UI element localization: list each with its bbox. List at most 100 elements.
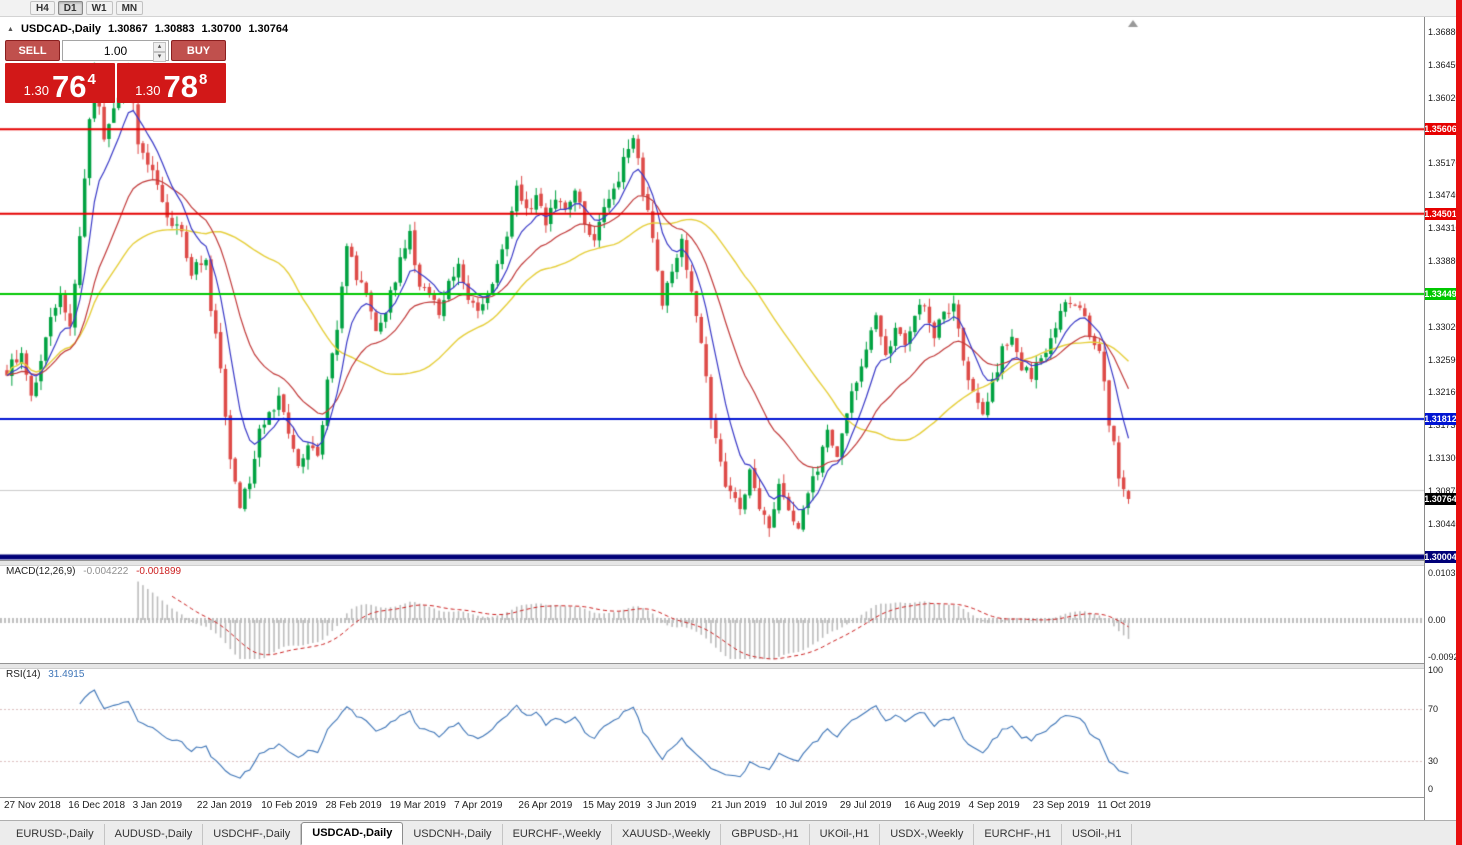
price-tick-label: 1.33880	[1428, 256, 1461, 267]
volume-up-icon[interactable]: ▴	[153, 42, 166, 52]
chart-canvas[interactable]	[0, 17, 1424, 798]
chart-tab-usdx-weekly[interactable]: USDX-,Weekly	[880, 824, 975, 845]
chart-symbol-icon: ▲	[7, 25, 14, 33]
sell-price-panel[interactable]: 1.30 76 4	[5, 63, 115, 103]
date-label: 3 Jan 2019	[132, 800, 183, 811]
date-label: 10 Jul 2019	[775, 800, 828, 811]
price-level-label-1-31812: 1.31812	[1424, 412, 1457, 425]
date-label: 21 Jun 2019	[711, 800, 767, 811]
price-level-label-1-35606: 1.35606	[1424, 123, 1457, 136]
chart-tab-gbpusd-h1[interactable]: GBPUSD-,H1	[721, 824, 810, 845]
ohlc-open: 1.30867	[108, 23, 148, 35]
timeframe-button-mn[interactable]: MN	[115, 1, 144, 15]
price-level-label-1-33449: 1.33449	[1424, 287, 1457, 300]
chart-tab-ukoil-h1[interactable]: UKOil-,H1	[810, 824, 881, 845]
timeframe-button-d1[interactable]: D1	[57, 1, 83, 15]
rsi-axis-label: 30	[1428, 756, 1439, 766]
date-label: 22 Jan 2019	[196, 800, 252, 811]
price-tick-label: 1.30440	[1428, 518, 1461, 529]
ohlc-high: 1.30883	[154, 23, 195, 35]
chart-tab-usdcnh-daily[interactable]: USDCNH-,Daily	[403, 824, 503, 845]
macd-name: MACD(12,26,9)	[6, 566, 76, 577]
volume-spinner: ▴ ▾	[153, 42, 166, 62]
macd-main-value: -0.004222	[83, 566, 129, 577]
buy-price-panel[interactable]: 1.30 78 8	[116, 63, 226, 104]
pane-separator-rsi[interactable]	[0, 663, 1457, 669]
date-label: 3 Jun 2019	[647, 800, 697, 811]
date-label: 15 May 2019	[582, 800, 641, 811]
date-label: 23 Sep 2019	[1032, 800, 1090, 811]
rsi-value: 31.4915	[48, 669, 85, 680]
date-axis[interactable]: 27 Nov 2018 16 Dec 2018 3 Jan 2019 22 Jan 2…	[0, 800, 1424, 816]
rsi-name: RSI(14)	[6, 669, 41, 680]
macd-axis-label: 0.010311	[1428, 568, 1462, 578]
chart-tab-audusd-daily[interactable]: AUDUSD-,Daily	[105, 824, 204, 845]
date-label: 4 Sep 2019	[968, 800, 1020, 811]
date-label: 7 Apr 2019	[454, 800, 503, 811]
price-tick-label: 1.36450	[1428, 59, 1461, 70]
rsi-axis-label: 70	[1428, 704, 1439, 714]
price-tick-label: 1.31730	[1428, 420, 1461, 431]
price-level-label-1-34501: 1.34501	[1424, 207, 1457, 220]
chart-tab-eurusd-daily[interactable]: EURUSD-,Daily	[6, 824, 105, 845]
date-label: 29 Jul 2019	[839, 800, 892, 811]
rsi-label: RSI(14) 31.4915	[6, 669, 84, 680]
volume-down-icon[interactable]: ▾	[153, 52, 166, 62]
date-label: 16 Aug 2019	[904, 800, 961, 811]
current-price-label: 1.30764	[1424, 492, 1457, 505]
timeframe-button-h4[interactable]: H4	[30, 1, 55, 15]
price-tick-label: 1.34740	[1428, 190, 1461, 201]
window-edge-strip	[1456, 0, 1462, 845]
volume-value: 1.00	[103, 43, 128, 58]
sell-price-prefix: 1.30	[23, 83, 49, 98]
buy-price-big: 78	[163, 68, 198, 104]
macd-label: MACD(12,26,9) -0.004222 -0.001899	[6, 566, 181, 577]
chart-title: ▲ USDCAD-,Daily 1.30867 1.30883 1.30700 …	[7, 23, 288, 35]
date-label: 27 Nov 2018	[4, 800, 61, 811]
chart-tab-usoil-h1[interactable]: USOil-,H1	[1062, 824, 1133, 845]
chart-tab-usdchf-daily[interactable]: USDCHF-,Daily	[203, 824, 302, 845]
chart-tabs-bar: EURUSD-,Daily AUDUSD-,Daily USDCHF-,Daily U…	[0, 820, 1462, 845]
trade-controls-row: SELL 1.00 ▴ ▾ BUY	[5, 40, 226, 62]
volume-field[interactable]: 1.00 ▴ ▾	[62, 40, 169, 62]
timeframe-button-w1[interactable]: W1	[85, 1, 113, 15]
price-tick-label: 1.33020	[1428, 321, 1461, 332]
ohlc-close: 1.30764	[248, 23, 289, 35]
price-tick-label: 1.36880	[1428, 27, 1461, 37]
date-label: 10 Feb 2019	[261, 800, 318, 811]
date-label: 11 Oct 2019	[1097, 800, 1151, 811]
ohlc-low: 1.30700	[201, 23, 242, 35]
date-label: 28 Feb 2019	[325, 800, 382, 811]
macd-axis-label: 0.00	[1428, 615, 1446, 625]
buy-price-prefix: 1.30	[135, 83, 161, 98]
macd-axis-label: -0.009203	[1428, 652, 1462, 662]
chart-tab-xauusd-weekly[interactable]: XAUUSD-,Weekly	[612, 824, 722, 845]
buy-price-pip: 8	[198, 71, 208, 88]
chart-tab-eurchf-h1[interactable]: EURCHF-,H1	[974, 824, 1062, 845]
price-tick-label: 1.32160	[1428, 387, 1461, 398]
price-tick-label: 1.30870	[1428, 485, 1461, 496]
date-label: 26 Apr 2019	[518, 800, 573, 811]
price-tick-label: 1.35170	[1428, 157, 1461, 168]
price-axis[interactable]: 1.36880 1.36450 1.36020 1.35170 1.34740 1.343…	[1424, 17, 1462, 820]
price-tick-label: 1.32590	[1428, 354, 1461, 365]
sell-price-pip: 4	[87, 71, 96, 88]
sell-price-big: 76	[51, 68, 87, 104]
sell-button[interactable]: SELL	[5, 40, 60, 61]
date-label: 19 Mar 2019	[389, 800, 446, 811]
chart-tab-eurchf-weekly[interactable]: EURCHF-,Weekly	[503, 824, 612, 845]
axis-separator-line	[1424, 17, 1425, 820]
buy-button[interactable]: BUY	[171, 40, 226, 61]
timeframe-toolbar: H4 D1 W1 MN	[0, 0, 1462, 17]
one-click-trading-panel: SELL 1.00 ▴ ▾ BUY 1.30 76 4 1.30 78 8	[5, 40, 226, 103]
macd-signal-value: -0.001899	[136, 566, 182, 577]
price-tick-label: 1.34310	[1428, 223, 1461, 234]
date-label: 16 Dec 2018	[68, 800, 126, 811]
rsi-axis-label: 100	[1428, 665, 1444, 675]
pane-separator-macd[interactable]	[0, 560, 1457, 566]
price-level-label-1-30004: 1.30004	[1424, 550, 1457, 563]
chart-tab-usdcad-daily[interactable]: USDCAD-,Daily	[301, 822, 404, 845]
chart-symbol-label: USDCAD-,Daily	[20, 23, 102, 35]
price-tick-label: 1.36020	[1428, 92, 1461, 103]
date-axis-border	[0, 797, 1457, 798]
